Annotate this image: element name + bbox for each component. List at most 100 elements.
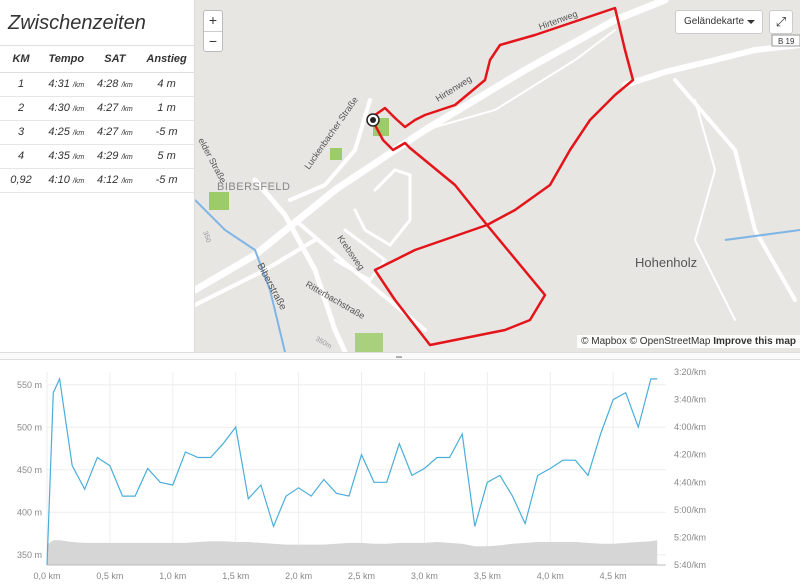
- split-anstieg: -5 m: [139, 120, 194, 145]
- y-left-tick-label: 400 m: [17, 507, 42, 517]
- panel-resize-handle[interactable]: ▬: [0, 352, 800, 360]
- start-finish-marker-center: [370, 117, 376, 123]
- park-area-2: [330, 148, 342, 160]
- x-tick-label: 4,0 km: [537, 571, 564, 581]
- split-row: 1 4:31 /km 4:28 /km 4 m: [0, 72, 194, 97]
- luckenbacher-road: [288, 98, 372, 202]
- header-sat: SAT: [90, 46, 140, 73]
- split-row: 4 4:35 /km 4:29 /km 5 m: [0, 144, 194, 169]
- splits-table: KM Tempo SAT Anstieg 1 4:31 /km 4:28 /km 4 …: [0, 46, 194, 193]
- y-right-tick-label: 4:00/km: [674, 422, 706, 432]
- map-attribution: © Mapbox © OpenStreetMap Improve this ma…: [577, 335, 800, 348]
- y-right-tick-label: 5:20/km: [674, 532, 706, 542]
- split-tempo: 4:30 /km: [42, 96, 91, 121]
- split-sat: 4:12 /km: [90, 168, 140, 193]
- split-row: 3 4:25 /km 4:27 /km -5 m: [0, 120, 194, 145]
- splits-panel: Zwischenzeiten KM Tempo SAT Anstieg 1 4:3…: [0, 0, 195, 352]
- label-contour-350m: 350m: [314, 336, 333, 351]
- split-anstieg: -5 m: [139, 168, 194, 193]
- split-row: 2 4:30 /km 4:27 /km 1 m: [0, 96, 194, 121]
- label-contour-350: 350: [201, 230, 212, 243]
- attribution-mapbox-link[interactable]: © Mapbox: [581, 336, 627, 347]
- map-type-dropdown[interactable]: Geländekarte: [675, 10, 763, 34]
- chart-grid: [46, 372, 666, 565]
- y-left-tick-label: 550 m: [17, 380, 42, 390]
- split-km: 4: [0, 144, 42, 169]
- b19-road: [622, 42, 800, 88]
- label-b19: B 19: [778, 37, 795, 46]
- split-row: 0,92 4:10 /km 4:12 /km -5 m: [0, 168, 194, 193]
- split-anstieg: 5 m: [139, 144, 194, 169]
- zoom-out-button[interactable]: −: [204, 31, 222, 51]
- x-tick-label: 3,5 km: [474, 571, 501, 581]
- header-tempo: Tempo: [42, 46, 91, 73]
- stream-east: [724, 229, 800, 241]
- y-right-tick-label: 3:40/km: [674, 395, 706, 405]
- header-anstieg: Anstieg: [139, 46, 194, 73]
- x-axis-ticks: 0,0 km 0,5 km 1,0 km 1,5 km 2,0 km 2,5 km 3,0 …: [33, 571, 626, 581]
- fullscreen-button[interactable]: ⤢: [769, 10, 793, 34]
- header-km: KM: [0, 46, 42, 73]
- label-hohenholz: Hohenholz: [635, 255, 697, 270]
- road-2: [195, 238, 317, 307]
- split-tempo: 4:35 /km: [42, 144, 91, 169]
- split-sat: 4:27 /km: [90, 96, 140, 121]
- biberstrasse-road: [252, 177, 348, 352]
- split-km: 0,92: [0, 168, 42, 193]
- y-right-tick-label: 4:40/km: [674, 477, 706, 487]
- road-3: [673, 78, 797, 302]
- label-felder: elder Straße: [196, 136, 228, 184]
- main-road-1: [195, 0, 669, 294]
- y-right-tick-label: 3:20/km: [674, 367, 706, 377]
- minor-road-east: [693, 99, 736, 321]
- map-canvas[interactable]: Hirtenweg Hirtenweg Luckenbacher Straße …: [195, 0, 800, 352]
- y-right-tick-label: 5:40/km: [674, 560, 706, 570]
- split-sat: 4:29 /km: [90, 144, 140, 169]
- x-tick-label: 2,5 km: [348, 571, 375, 581]
- split-km: 2: [0, 96, 42, 121]
- x-tick-label: 4,5 km: [600, 571, 627, 581]
- label-bibersfeld: BIBERSFELD: [217, 181, 290, 193]
- stream: [195, 199, 286, 352]
- x-tick-label: 1,5 km: [222, 571, 249, 581]
- pace-line: [46, 376, 658, 566]
- split-tempo: 4:10 /km: [42, 168, 91, 193]
- chevron-down-icon: [747, 20, 755, 24]
- zoom-in-button[interactable]: +: [208, 12, 218, 28]
- y-left-tick-label: 350 m: [17, 550, 42, 560]
- y-left-tick-label: 450 m: [17, 465, 42, 475]
- x-tick-label: 0,5 km: [96, 571, 123, 581]
- x-tick-label: 3,0 km: [411, 571, 438, 581]
- park-area-3: [209, 192, 229, 210]
- attribution-osm-link[interactable]: © OpenStreetMap: [629, 336, 711, 347]
- split-sat: 4:28 /km: [90, 72, 140, 97]
- hirtenweg-road: [424, 29, 616, 131]
- improve-map-link[interactable]: Improve this map: [713, 336, 796, 347]
- y-axis-right-ticks: 3:20/km 3:40/km 4:00/km 4:20/km 4:40/km 5:00/…: [674, 367, 706, 570]
- y-right-tick-label: 5:00/km: [674, 505, 706, 515]
- x-tick-label: 0,0 km: [33, 571, 60, 581]
- grip-icon: ▬: [396, 354, 402, 360]
- label-hirtenweg-2: Hirtenweg: [434, 74, 474, 104]
- fullscreen-icon: ⤢: [775, 14, 787, 29]
- elevation-pace-chart[interactable]: 0,0 km 0,5 km 1,0 km 1,5 km 2,0 km 2,5 km 3,0 …: [0, 360, 800, 588]
- route-map[interactable]: Hirtenweg Hirtenweg Luckenbacher Straße …: [195, 0, 800, 352]
- label-ritterbach: Ritterbachstraße: [304, 279, 367, 321]
- split-anstieg: 4 m: [139, 72, 194, 97]
- zoom-control: + −: [203, 10, 223, 52]
- split-tempo: 4:31 /km: [42, 72, 91, 97]
- split-km: 3: [0, 120, 42, 145]
- splits-title: Zwischenzeiten: [0, 0, 194, 46]
- map-type-label: Geländekarte: [684, 16, 745, 27]
- split-km: 1: [0, 72, 42, 97]
- split-anstieg: 1 m: [139, 96, 194, 121]
- x-tick-label: 2,0 km: [285, 571, 312, 581]
- splits-header-row: KM Tempo SAT Anstieg: [0, 46, 194, 73]
- split-tempo: 4:25 /km: [42, 120, 91, 145]
- y-right-tick-label: 4:20/km: [674, 450, 706, 460]
- route-path: [373, 6, 635, 347]
- y-left-tick-label: 500 m: [17, 422, 42, 432]
- b19-shield: [771, 34, 800, 47]
- elevation-area: [47, 540, 658, 565]
- label-biberstrasse: Biberstraße: [254, 261, 288, 312]
